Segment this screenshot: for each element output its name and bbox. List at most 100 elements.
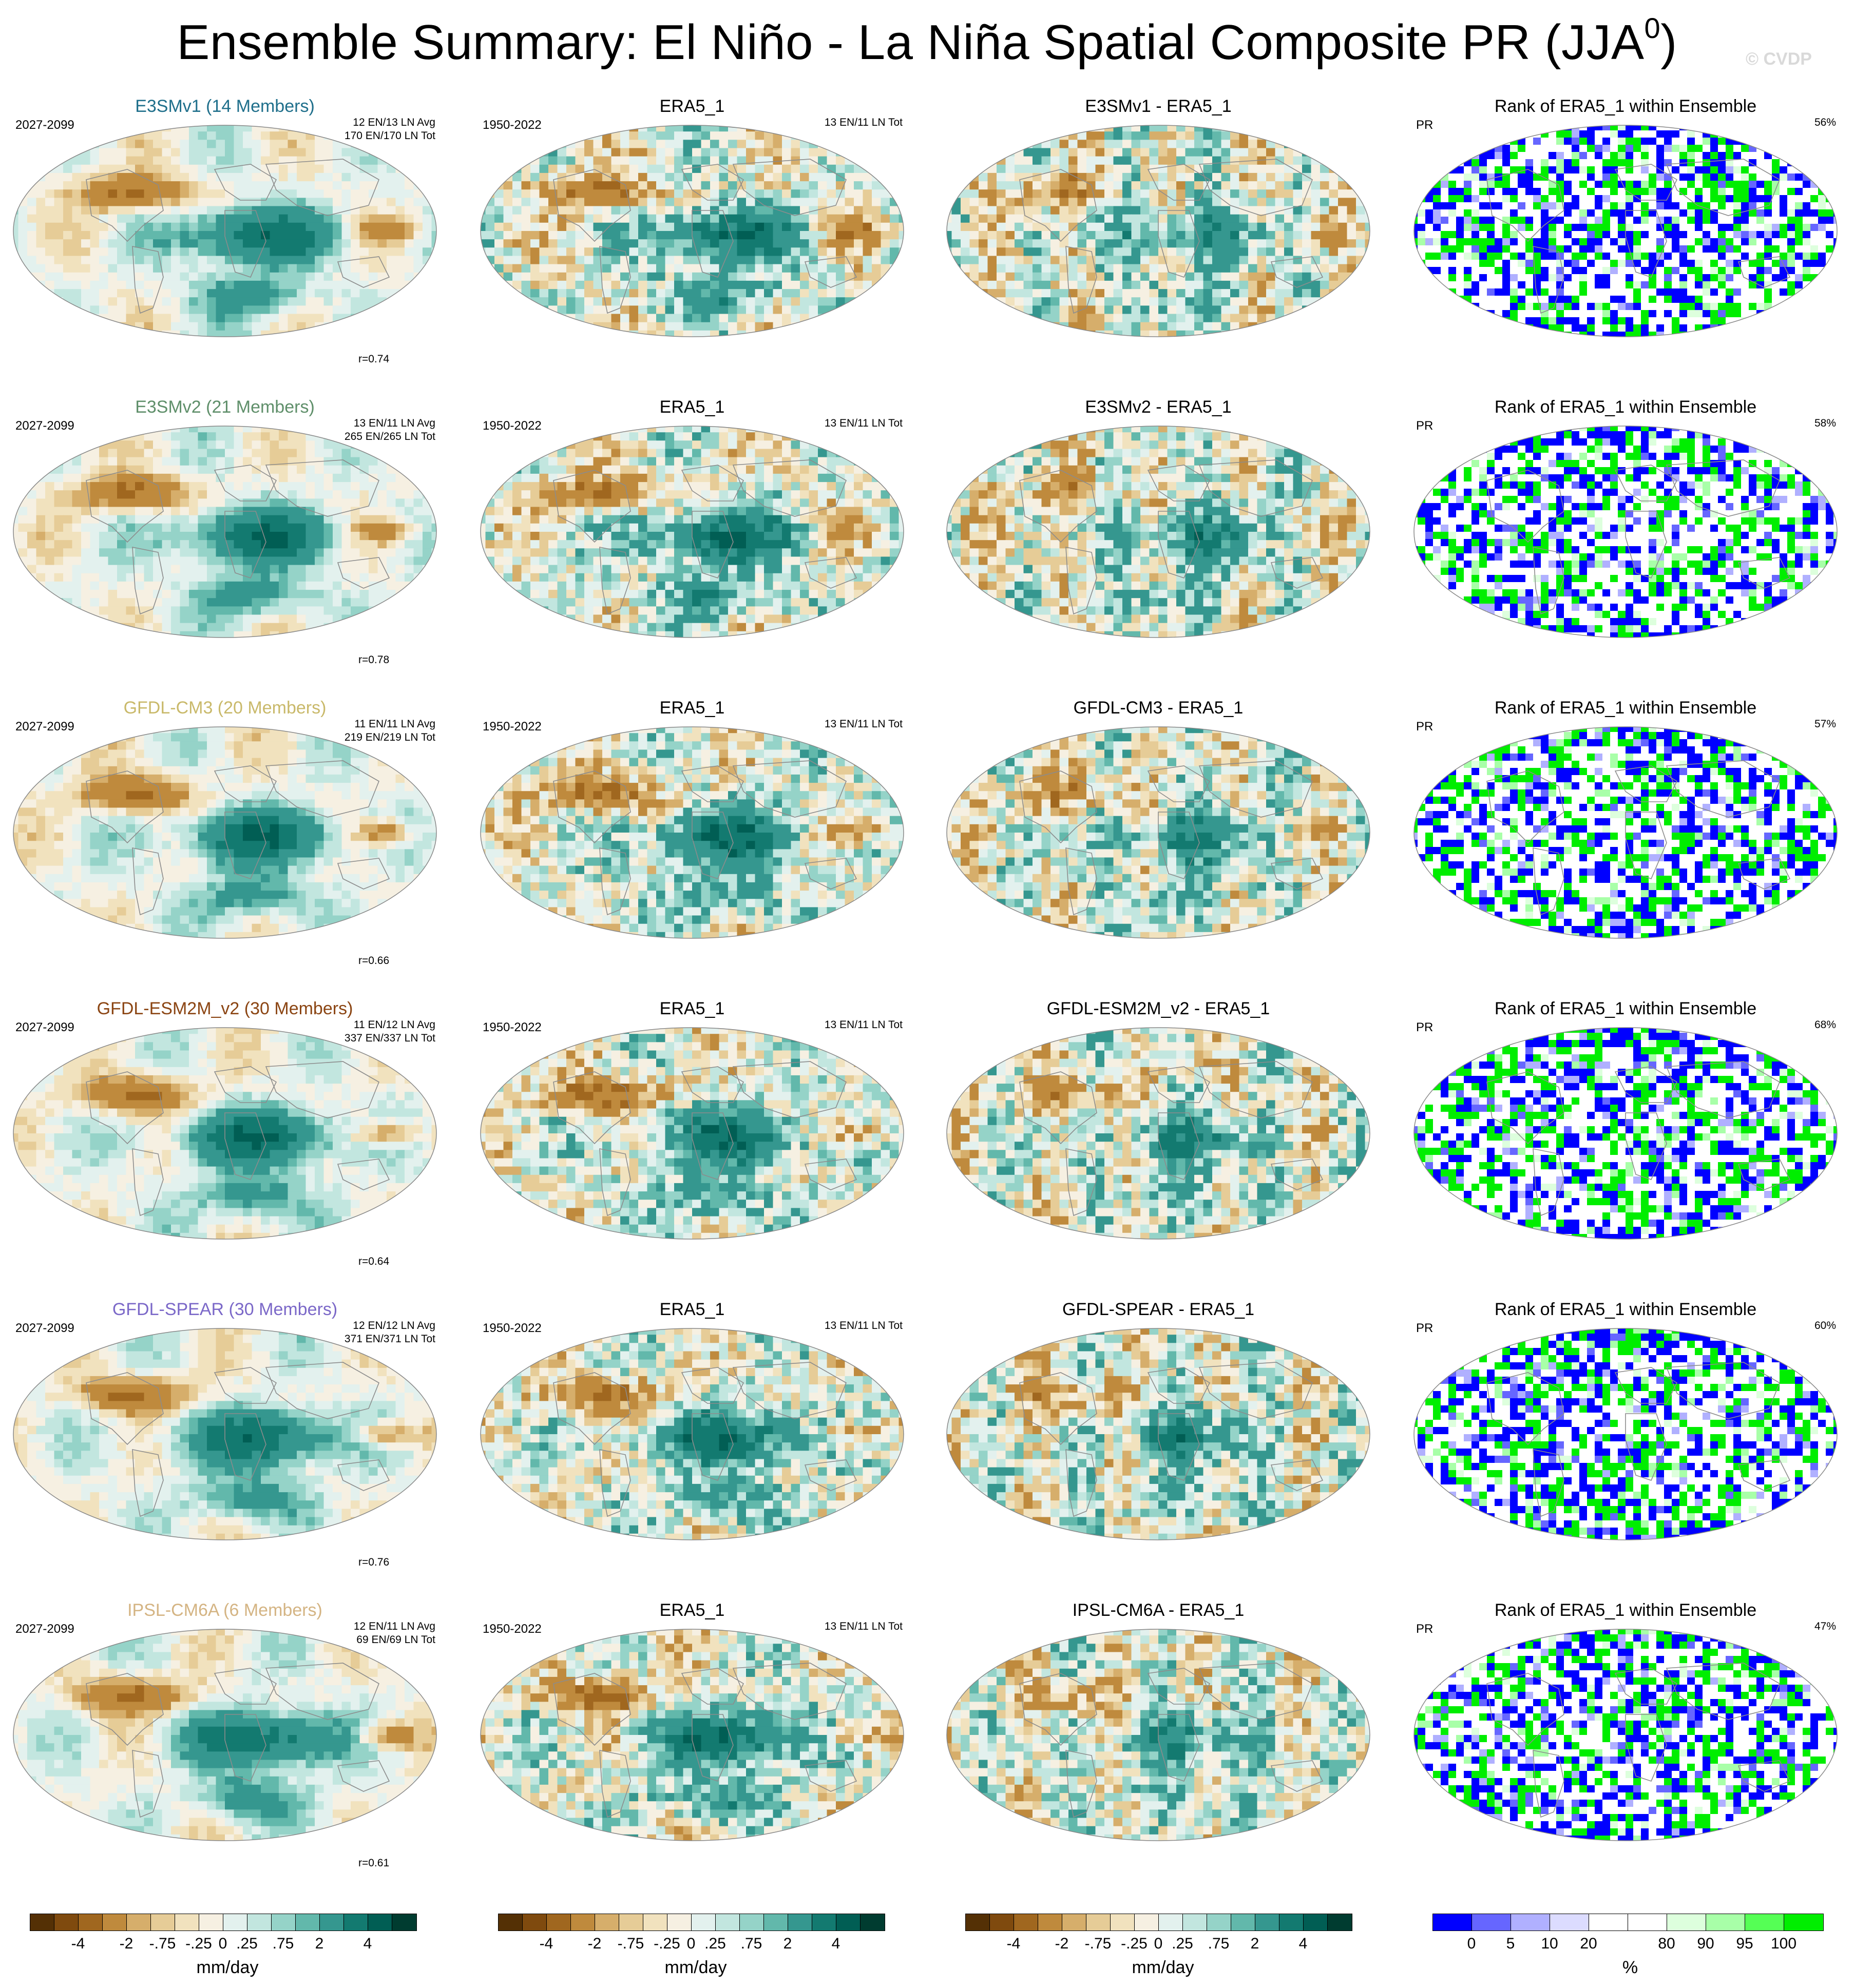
difference-map [946, 726, 1370, 939]
continent-outline [1198, 760, 1313, 818]
colorbar-swatch [127, 1914, 151, 1931]
colorbar-tick-label: .75 [273, 1935, 294, 1953]
map-border [1413, 1328, 1838, 1540]
obs-total-events: 13 EN/11 LN Tot [825, 718, 903, 731]
continent-outline [681, 1668, 744, 1705]
colorbar-swatch [151, 1914, 175, 1931]
map-border [13, 426, 437, 638]
continent-outline [1198, 1061, 1313, 1118]
avg-events: 12 EN/11 LN Avg [354, 1620, 435, 1633]
model-panel-title: E3SMv2 (21 Members) [4, 397, 446, 417]
figure-title-text: Ensemble Summary: El Niño - La Niña Spat… [177, 15, 1644, 70]
colorbar-swatch [54, 1914, 79, 1931]
model-composite-map [13, 125, 437, 337]
difference-map [946, 1027, 1370, 1240]
colorbar-swatch [1159, 1914, 1183, 1931]
colorbar-swatch [1745, 1914, 1784, 1931]
map-field [947, 1328, 1370, 1540]
colorbar-tick-label: .25 [1172, 1935, 1193, 1953]
continent-outline [1147, 465, 1211, 501]
map-field [1414, 727, 1837, 938]
rank-variable: PR [1416, 720, 1433, 734]
pattern-correlation: r=0.66 [358, 955, 389, 967]
continent-outline [1666, 760, 1781, 818]
continent-outline [1533, 246, 1564, 314]
continent-outline [692, 812, 734, 879]
continent-outline [732, 459, 847, 517]
continent-outline [1666, 1362, 1781, 1419]
continent-outline [265, 1663, 380, 1720]
continent-outline [1019, 770, 1097, 844]
difference-map [946, 426, 1370, 638]
total-events: 337 EN/337 LN Tot [345, 1032, 435, 1045]
colorbar-tick-label: 0 [1467, 1935, 1476, 1953]
continent-outline [553, 169, 631, 242]
obs-panel-title: ERA5_1 [471, 999, 913, 1019]
obs-panel: ERA5_1 1950-2022 13 EN/11 LN Tot [471, 397, 913, 690]
total-events: 219 EN/219 LN Tot [345, 731, 435, 744]
continent-outline [214, 164, 277, 201]
continent-outline [1147, 1668, 1211, 1705]
map-field [1414, 125, 1837, 337]
colorbar-swatch [1207, 1914, 1231, 1931]
colorbar-swatch [1231, 1914, 1255, 1931]
diff-panel: E3SMv1 - ERA5_1 [938, 96, 1379, 389]
rank-percent-value: 68% [1814, 1018, 1836, 1032]
continent-outline [1614, 1668, 1678, 1705]
map-border [13, 1629, 437, 1841]
continent-outline [224, 1413, 266, 1481]
continent-outline [214, 1367, 277, 1404]
colorbar-tick-label: -2 [588, 1935, 602, 1953]
rank-panel: Rank of ERA5_1 within Ensemble PR 60% [1405, 1300, 1846, 1592]
continent-outline [1486, 1372, 1564, 1445]
colorbar-swatch [764, 1914, 788, 1931]
pr-colorbar-obs: -4 -2 -.75 -.25 0 .25 .75 2 4 mm/day [498, 1914, 893, 1985]
continent-outline [1270, 256, 1324, 288]
continent-outline [1625, 1413, 1667, 1481]
continent-outline [265, 459, 380, 517]
difference-map [946, 1328, 1370, 1540]
rank-map [1413, 426, 1838, 638]
difference-map [946, 1629, 1370, 1841]
continent-outline [804, 1459, 857, 1491]
continent-outline [1533, 847, 1564, 916]
obs-composite-map [480, 1027, 904, 1240]
continent-outline [1198, 159, 1313, 216]
rank-panel: Rank of ERA5_1 within Ensemble PR 58% [1405, 397, 1846, 690]
continent-outline [1065, 1148, 1097, 1217]
rank-percent-value: 47% [1814, 1620, 1836, 1633]
continent-outline [1486, 1673, 1564, 1746]
model-panel: E3SMv2 (21 Members) 2027-2099 13 EN/11 LN … [4, 397, 446, 690]
map-field [481, 125, 904, 337]
rank-percent-value: 60% [1814, 1319, 1836, 1333]
continent-outline [1065, 1750, 1097, 1818]
continent-outline [337, 1459, 390, 1491]
continent-outline [553, 770, 631, 844]
continent-outline [599, 1148, 631, 1217]
continent-outline [224, 812, 266, 879]
continent-outline [1158, 511, 1200, 578]
colorbar-swatch [1062, 1914, 1086, 1931]
colorbar-swatch [1183, 1914, 1207, 1931]
continent-outline [804, 1760, 857, 1792]
continent-outline [599, 1449, 631, 1517]
model-panel-title: GFDL-ESM2M_v2 (30 Members) [4, 999, 446, 1019]
colorbar-swatch [344, 1914, 368, 1931]
continent-outline [1147, 1367, 1211, 1404]
continent-outline [1737, 1159, 1791, 1190]
continent-outline [692, 210, 734, 278]
continent-outline [86, 169, 164, 242]
continent-outline [86, 1071, 164, 1145]
map-field [13, 1629, 436, 1841]
rank-panel-title: Rank of ERA5_1 within Ensemble [1405, 999, 1846, 1019]
continent-outline [132, 847, 164, 916]
obs-total-events: 13 EN/11 LN Tot [825, 417, 903, 430]
continent-outline [1158, 1714, 1200, 1782]
continent-outline [1019, 1372, 1097, 1445]
map-border [946, 726, 1370, 939]
rank-panel-title: Rank of ERA5_1 within Ensemble [1405, 1600, 1846, 1620]
model-years: 2027-2099 [15, 118, 74, 132]
map-field [13, 1328, 436, 1540]
colorbar-swatch [30, 1914, 54, 1931]
obs-years: 1950-2022 [483, 720, 542, 734]
